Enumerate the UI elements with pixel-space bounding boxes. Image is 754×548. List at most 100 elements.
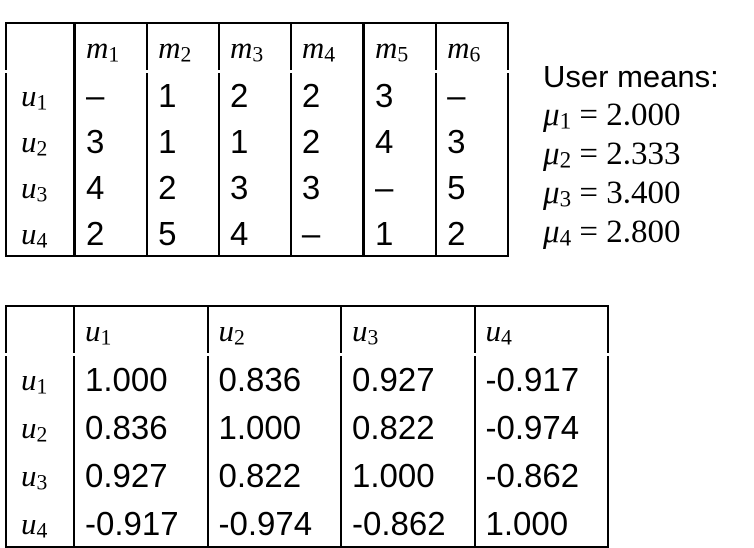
col-header-symbol: u [485,312,502,348]
mean-index: 4 [559,224,572,251]
mean-index: 3 [559,185,572,212]
similarity-cell: -0.974 [206,499,342,548]
col-header-index: 3 [367,324,379,349]
rating-cell: 1 [217,118,292,164]
col-header-symbol: m [229,29,253,65]
ratings-row: u4 2 5 4 – 1 2 [5,210,509,257]
user-mean-line: μ1 = 2.000 [543,96,719,135]
rating-cell: 2 [73,210,149,257]
ratings-row: u2 3 1 1 2 4 3 [5,118,509,164]
ratings-col-header: m1 [73,22,149,73]
user-mean-line: μ4 = 2.800 [543,213,719,252]
rating-cell: 2 [146,164,220,210]
rating-cell: 5 [146,210,220,257]
row-header-symbol: u [21,169,37,205]
ratings-row-header: u3 [5,164,76,210]
col-header-index: 6 [469,41,481,66]
mean-symbol: μ [543,175,560,211]
similarity-cell: 0.927 [340,354,476,403]
col-header-symbol: m [447,29,470,65]
mean-symbol: μ [543,136,560,172]
mean-index: 1 [559,107,572,134]
similarity-cell: 0.836 [73,403,209,451]
row-header-symbol: u [21,409,37,445]
mean-index: 2 [559,146,572,173]
user-means-title: User means: [543,59,719,94]
similarity-cell: -0.917 [73,499,209,548]
rating-cell: 3 [217,164,292,210]
mean-value: = 3.400 [579,175,681,211]
col-header-index: 5 [397,41,409,66]
row-header-index: 2 [36,421,48,446]
similarity-cell: 1.000 [73,354,209,403]
rating-cell: 4 [73,164,149,210]
similarity-row: u4 -0.917 -0.974 -0.862 1.000 [5,499,609,548]
ratings-table: m1 m2 m3 m4 m5 m6 u1 – 1 2 2 3 – u2 3 1 … [5,22,509,257]
rating-cell: – [289,210,365,257]
ratings-row-header: u4 [5,210,76,257]
rating-cell: 1 [146,71,220,118]
col-header-symbol: u [352,312,368,348]
similarity-cell: 1.000 [473,499,609,548]
ratings-header-row: m1 m2 m3 m4 m5 m6 [5,22,509,73]
rating-cell: 2 [435,210,509,257]
col-header-symbol: u [85,312,101,348]
col-header-symbol: m [301,29,325,65]
col-header-symbol: u [218,312,235,348]
col-header-index: 4 [324,41,336,66]
similarity-cell: 1.000 [340,451,476,499]
col-header-symbol: m [374,29,398,65]
ratings-row: u1 – 1 2 2 3 – [5,71,509,118]
rating-cell: 3 [73,118,149,164]
col-header-symbol: m [86,29,109,65]
similarity-row-header: u1 [5,354,75,403]
row-header-index: 2 [36,135,48,160]
ratings-col-header: m3 [217,22,292,73]
similarity-cell: 0.822 [340,403,476,451]
col-header-index: 1 [108,41,120,66]
row-header-index: 4 [36,517,48,542]
similarity-cell: 0.927 [73,451,209,499]
ratings-col-header: m2 [146,22,220,73]
similarity-row-header: u3 [5,451,75,499]
col-header-index: 2 [180,41,192,66]
rating-cell: 3 [289,164,365,210]
mean-value: = 2.333 [579,136,681,172]
similarity-cell: -0.917 [473,354,609,403]
rating-cell: 3 [435,118,509,164]
similarity-row-header: u2 [5,403,75,451]
row-header-index: 3 [36,469,48,494]
similarity-col-header: u2 [206,305,342,356]
row-header-index: 3 [36,181,48,206]
ratings-row-header: u1 [5,71,76,118]
col-header-index: 3 [252,41,264,66]
similarity-row: u3 0.927 0.822 1.000 -0.862 [5,451,609,499]
rating-cell: 2 [289,118,365,164]
similarity-row: u1 1.000 0.836 0.927 -0.917 [5,354,609,403]
similarity-cell: 0.836 [206,354,342,403]
row-header-symbol: u [21,123,37,159]
col-header-index: 4 [501,324,512,349]
rating-cell: – [73,71,149,118]
ratings-corner-cell [5,22,76,73]
mean-value: = 2.800 [579,214,681,250]
ratings-row-header: u2 [5,118,76,164]
row-header-symbol: u [21,457,37,493]
row-header-index: 1 [36,373,48,398]
rating-cell: 5 [435,164,509,210]
ratings-col-header: m6 [435,22,509,73]
similarity-col-header: u1 [73,305,209,356]
similarity-header-row: u1 u2 u3 u4 [5,305,609,356]
col-header-index: 2 [234,324,245,349]
col-header-symbol: m [158,29,181,65]
row-header-symbol: u [21,215,37,251]
col-header-index: 1 [100,324,112,349]
similarity-row-header: u4 [5,499,75,548]
row-header-index: 4 [36,227,48,252]
rating-cell: 4 [362,118,438,164]
similarity-cell: -0.974 [473,403,609,451]
row-header-symbol: u [21,505,37,541]
row-header-index: 1 [36,89,48,114]
ratings-col-header: m5 [362,22,438,73]
rating-cell: 2 [289,71,365,118]
